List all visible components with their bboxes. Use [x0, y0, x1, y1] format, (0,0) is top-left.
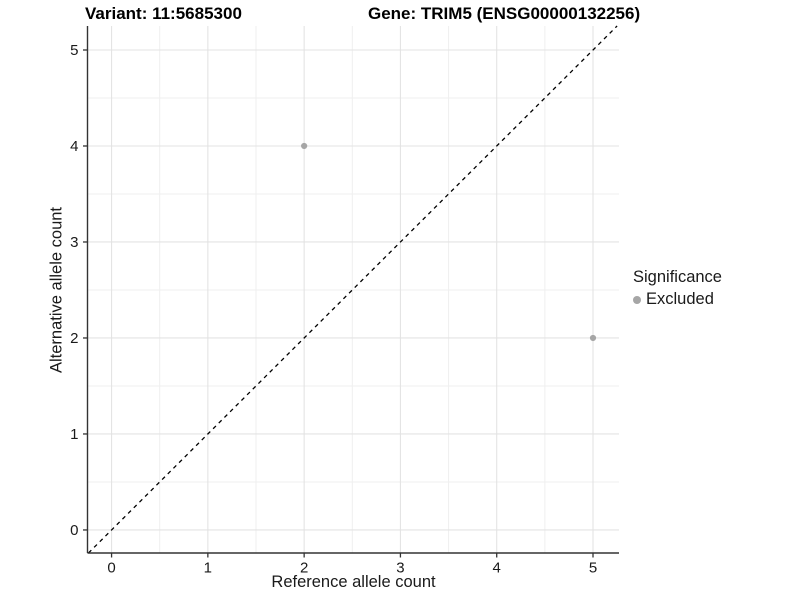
- gene-title: Gene: TRIM5 (ENSG00000132256): [368, 4, 641, 23]
- y-tick-label: 2: [70, 330, 78, 347]
- y-tick-label: 3: [70, 234, 78, 251]
- legend-item-excluded: Excluded: [633, 290, 722, 309]
- x-axis-title: Reference allele count: [271, 573, 436, 591]
- data-point: [589, 334, 597, 342]
- variant-title: Variant: 11:5685300: [85, 4, 242, 23]
- data-point: [301, 142, 308, 150]
- legend: Significance Excluded: [633, 268, 722, 309]
- legend-dot-icon: [633, 295, 641, 304]
- y-axis-title: Alternative allele count: [47, 206, 66, 374]
- legend-item-label: Excluded: [646, 290, 714, 308]
- y-tick-label: 0: [70, 522, 78, 539]
- y-tick-label: 4: [70, 138, 78, 155]
- x-tick-label: 1: [204, 560, 212, 577]
- y-tick-label: 5: [70, 42, 78, 59]
- legend-title: Significance: [633, 268, 722, 286]
- x-tick-label: 3: [396, 560, 404, 577]
- x-tick-label: 4: [493, 560, 501, 577]
- x-tick-label: 5: [589, 560, 597, 577]
- x-tick-label: 0: [107, 560, 115, 577]
- y-tick-label: 1: [70, 426, 78, 443]
- x-tick-label: 2: [300, 560, 308, 577]
